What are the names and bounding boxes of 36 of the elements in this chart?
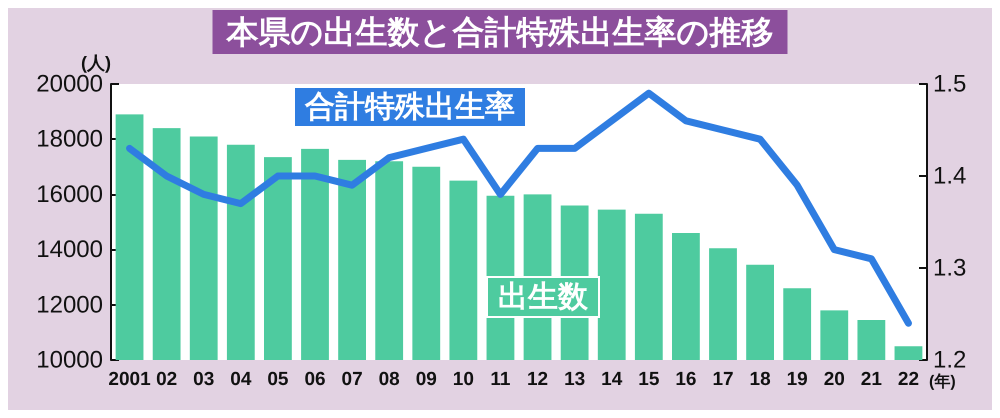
x-tick-label: 08 xyxy=(378,369,400,390)
series-label: 合計特殊出生率 xyxy=(304,90,515,124)
y2-tick-label: 1.4 xyxy=(933,162,966,190)
x-tick-label: 17 xyxy=(712,369,734,390)
x-tick-label: 15 xyxy=(638,369,660,390)
x-tick-label: 12 xyxy=(526,369,548,390)
x-tick-label: 16 xyxy=(675,369,696,390)
x-axis-title: (年) xyxy=(929,372,956,390)
x-tick-label: 13 xyxy=(564,369,586,390)
x-tick-label: 11 xyxy=(490,369,511,390)
series-label: 出生数 xyxy=(498,280,589,314)
chart-title: 本県の出生数と合計特殊出生率の推移 xyxy=(226,14,774,50)
x-tick-label: 10 xyxy=(452,369,474,390)
x-tick-label: 14 xyxy=(601,369,623,390)
x-tick-label: 19 xyxy=(786,369,808,390)
x-tick-label: 21 xyxy=(860,369,882,390)
x-tick-label: 09 xyxy=(416,369,437,390)
x-tick-label: 03 xyxy=(193,369,214,390)
y-tick-label: 10000 xyxy=(36,346,103,374)
x-tick-label: 18 xyxy=(750,369,771,390)
y2-tick-label: 1.3 xyxy=(933,254,966,282)
x-tick-label: 02 xyxy=(156,369,178,390)
x-tick-label: 05 xyxy=(267,369,289,390)
x-tick-label: 06 xyxy=(304,369,326,390)
y-tick-label: 12000 xyxy=(36,291,103,318)
y2-tick-label: 1.5 xyxy=(933,70,966,98)
x-tick-label: 2001 xyxy=(108,369,152,390)
y-axis-title: (人) xyxy=(81,53,111,74)
y2-tick-label: 1.2 xyxy=(933,346,966,374)
x-tick-label: 20 xyxy=(824,369,845,390)
y-tick-label: 16000 xyxy=(36,180,103,208)
x-tick-label: 07 xyxy=(342,369,363,390)
x-tick-label: 04 xyxy=(230,369,252,390)
y-tick-label: 18000 xyxy=(36,126,103,153)
y-tick-label: 14000 xyxy=(36,236,103,264)
x-tick-label: 22 xyxy=(898,369,920,390)
